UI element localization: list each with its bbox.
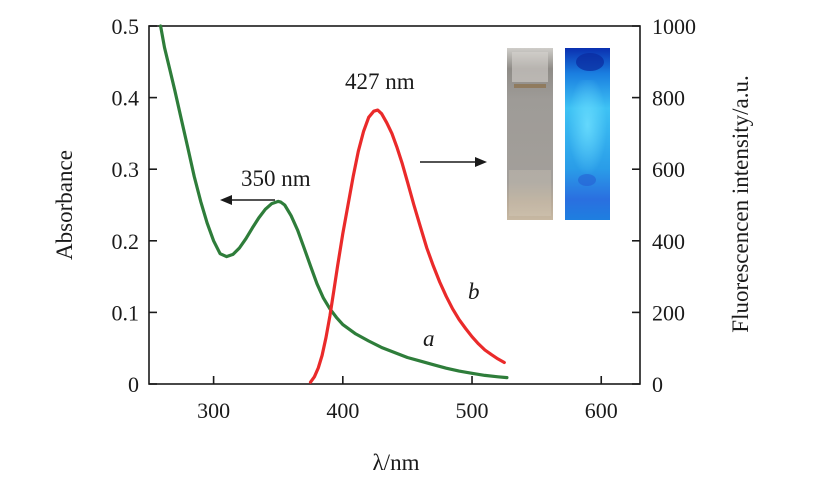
annotation-350nm: 350 nm (241, 166, 311, 191)
arrow-right-icon (420, 157, 487, 167)
plot-frame (148, 25, 641, 385)
y-left-tick-label: 0 (128, 372, 139, 397)
x-tick-label: 500 (456, 398, 489, 423)
x-axis-ticks: 300 400 500 600 (197, 376, 618, 423)
inset-photo-daylight (507, 48, 553, 220)
arrow-left-icon (220, 195, 275, 205)
x-tick-label: 600 (585, 398, 618, 423)
y-left-tick-label: 0.2 (112, 229, 140, 254)
y-right-tick-label: 200 (652, 300, 685, 325)
y-left-tick-label: 0.1 (112, 300, 140, 325)
annotation-427nm: 427 nm (345, 69, 415, 94)
y-left-tick-label: 0.4 (112, 86, 140, 111)
curve-label-a: a (423, 326, 435, 351)
y-right-tick-label: 0 (652, 372, 663, 397)
series-a-absorbance-line (159, 24, 509, 380)
y-left-tick-label: 0.5 (112, 14, 140, 39)
y-left-tick-label: 0.3 (112, 157, 140, 182)
y-right-tick-label: 800 (652, 86, 685, 111)
x-tick-label: 300 (197, 398, 230, 423)
x-tick-label: 400 (326, 398, 359, 423)
series-b-fluorescence-line (308, 108, 506, 384)
inset-photo-uv (565, 48, 610, 220)
y-right-tick-label: 600 (652, 157, 685, 182)
x-axis-label: λ/nm (373, 450, 420, 475)
y-right-tick-label: 400 (652, 229, 685, 254)
left-axis-ticks: 0 0.1 0.2 0.3 0.4 0.5 (112, 14, 157, 397)
y-right-tick-label: 1000 (652, 14, 696, 39)
y-axis-label-right: Fluorescencen intensity/a.u. (728, 75, 753, 332)
right-axis-ticks: 0 200 400 600 800 1000 (632, 14, 696, 397)
y-axis-label-left: Absorbance (52, 150, 77, 260)
curve-label-b: b (468, 279, 480, 304)
